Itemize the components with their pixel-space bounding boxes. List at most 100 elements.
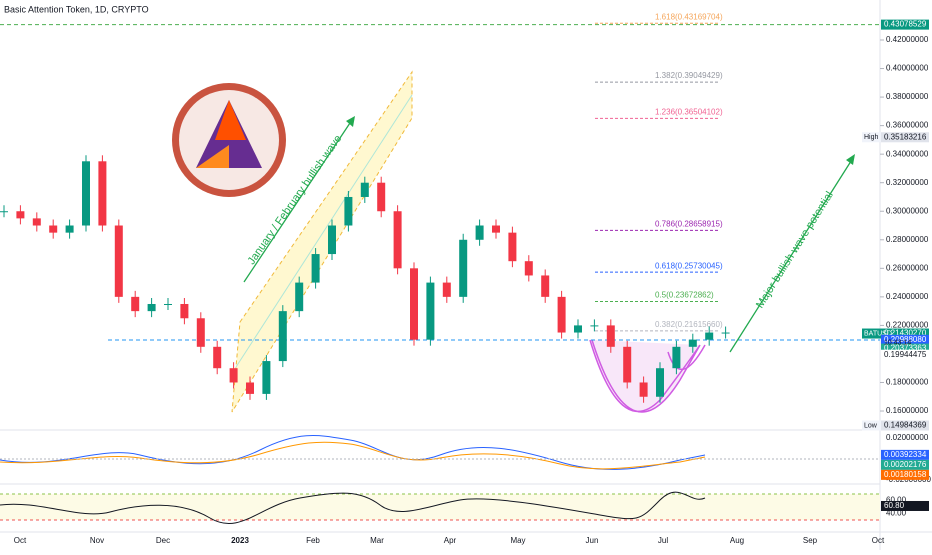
candle <box>262 361 271 394</box>
price-label-box <box>881 328 929 339</box>
tag-box <box>862 132 881 143</box>
tick-label: 0.36000000 <box>886 121 929 130</box>
fib-label: 1.236(0.36504102) <box>655 108 723 117</box>
tick-label: 60.00 <box>886 496 907 505</box>
tick-label: 0.34000000 <box>886 149 929 158</box>
candle <box>344 196 353 226</box>
price-label: 0.20988080 <box>884 335 927 344</box>
candle <box>0 211 8 213</box>
price-label-box <box>881 449 929 460</box>
candle <box>656 368 664 397</box>
candle <box>114 225 123 297</box>
countdown: 10:43:14 <box>884 339 911 346</box>
candle <box>574 325 582 333</box>
price-label: 60.80 <box>884 501 905 510</box>
candle <box>246 382 254 394</box>
time-label: Feb <box>306 536 320 545</box>
candle <box>98 161 107 226</box>
time-label: Oct <box>872 536 885 545</box>
price-label: 0.19944475 <box>884 350 927 359</box>
chart-title: Basic Attention Token, 1D, CRYPTO <box>4 4 149 14</box>
price-label: 0.00202176 <box>884 460 927 469</box>
price-label-box <box>881 334 929 345</box>
time-label: Mar <box>370 536 384 545</box>
time-label: Aug <box>730 536 744 545</box>
price-label-box <box>881 19 929 30</box>
candle <box>508 232 517 262</box>
candle <box>180 303 189 319</box>
tag-box <box>862 420 881 431</box>
candle <box>295 282 304 312</box>
candle <box>229 368 238 383</box>
tag: High <box>864 134 879 141</box>
tick-label: 0.32000000 <box>886 178 929 187</box>
candle <box>557 296 566 333</box>
candle <box>196 318 205 347</box>
handle <box>667 344 706 371</box>
tick-label: 0.26000000 <box>886 263 929 272</box>
tick-label: 0.28000000 <box>886 235 929 244</box>
candle <box>377 182 386 212</box>
candle <box>131 296 140 312</box>
rsi-line <box>0 491 706 524</box>
candle <box>328 225 336 255</box>
candle <box>639 382 648 397</box>
arrow <box>243 119 353 283</box>
time-label: Jun <box>586 536 599 545</box>
candle <box>705 332 714 340</box>
price-label: 0.43078529 <box>884 20 927 29</box>
price-label: 0.00392334 <box>884 450 927 459</box>
candle <box>442 282 451 297</box>
candle <box>590 325 599 327</box>
price-label-box <box>881 469 929 480</box>
tick-label: 0.40000000 <box>886 64 929 73</box>
candle <box>541 275 550 297</box>
tag: BATUSD <box>864 330 892 337</box>
candle <box>65 225 74 233</box>
candle <box>426 282 435 340</box>
candle <box>213 346 222 369</box>
price-label-box <box>881 459 929 470</box>
price-label: 0.20373363 <box>884 344 927 353</box>
candle <box>82 161 90 226</box>
candle <box>410 268 418 340</box>
time-label: Sep <box>803 536 818 545</box>
fib-label: 1.618(0.43169704) <box>655 12 723 21</box>
time-label: Nov <box>90 536 104 545</box>
candle <box>32 218 41 226</box>
logo <box>172 83 286 197</box>
tick-label: 0.16000000 <box>886 406 929 415</box>
time-label: Jul <box>658 536 668 545</box>
tag: Low <box>864 422 878 429</box>
candle <box>459 239 468 297</box>
candle <box>492 225 500 233</box>
price-label-box <box>881 349 929 360</box>
price-label-box <box>881 420 929 431</box>
candle <box>688 339 697 347</box>
macd-line <box>0 435 706 470</box>
time-label: Apr <box>444 536 457 545</box>
candle <box>278 311 287 362</box>
fib-label: 0.382(0.21615660) <box>655 320 723 329</box>
arrow-head <box>346 116 355 127</box>
fib-label: 1.382(0.39049429) <box>655 71 723 80</box>
price-label: 0.14984369 <box>884 421 927 430</box>
tick-label: 0.38000000 <box>886 92 929 101</box>
tick-label: 0.30000000 <box>886 206 929 215</box>
signal-line <box>0 441 706 470</box>
candle <box>147 303 156 312</box>
time-label: Oct <box>14 536 27 545</box>
price-label-box <box>881 500 929 511</box>
tick-label: 0.02000000 <box>886 433 929 442</box>
fib-label: 0.618(0.25730045) <box>655 261 723 270</box>
arrow <box>729 157 854 353</box>
candle <box>164 303 172 305</box>
time-label: May <box>510 536 525 545</box>
tick-label: 40.00 <box>886 509 907 518</box>
price-label-box <box>881 343 929 354</box>
candle <box>721 332 730 334</box>
tick-label: 0.18000000 <box>886 378 929 387</box>
candle <box>606 325 615 347</box>
candle <box>360 182 369 197</box>
channel-mid <box>235 94 413 368</box>
